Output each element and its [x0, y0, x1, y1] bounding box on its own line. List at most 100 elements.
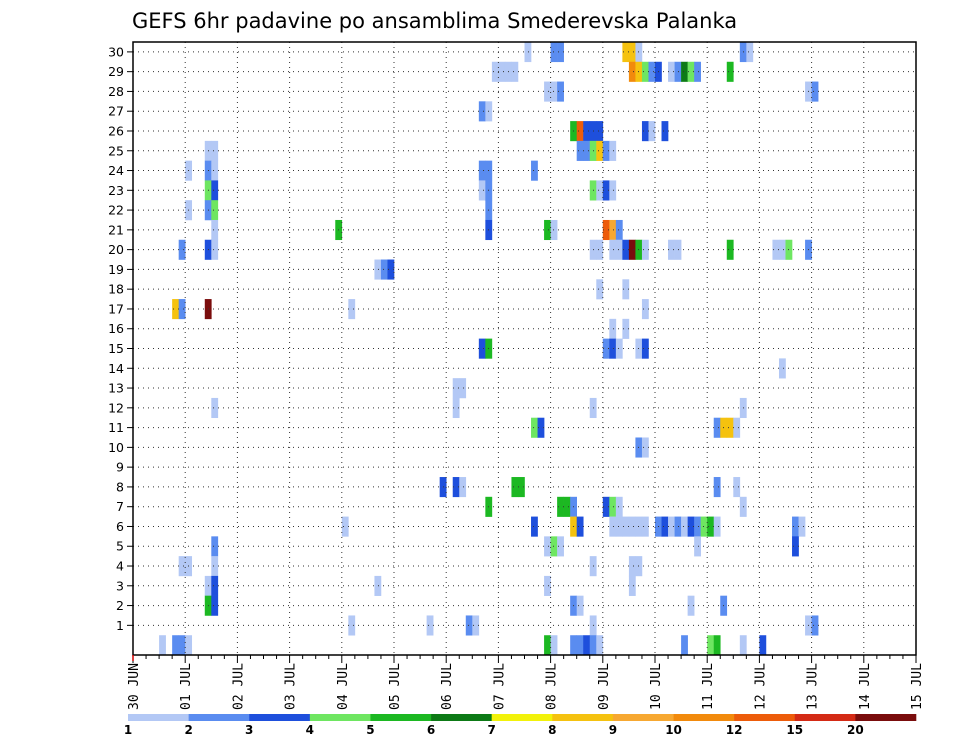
precip-cell	[602, 180, 610, 201]
precip-cell	[478, 160, 486, 181]
colorbar-label: 2	[184, 723, 192, 737]
precip-cell	[544, 536, 551, 557]
precip-cell	[641, 61, 649, 82]
precip-cell	[694, 61, 701, 82]
precip-cell	[628, 61, 636, 82]
grid-layer	[133, 42, 917, 655]
colorbar-label: 10	[665, 723, 682, 737]
x-tick-label: 11 JUL	[701, 663, 716, 710]
y-tick-label: 14	[108, 361, 124, 376]
precip-cell	[602, 219, 610, 241]
precip-cell	[596, 279, 604, 300]
precip-cell	[622, 279, 630, 300]
precip-cell	[159, 635, 166, 656]
precip-cell	[641, 437, 649, 458]
precip-cell	[628, 516, 636, 537]
precip-cell	[583, 635, 591, 656]
precip-cell	[707, 516, 715, 537]
y-tick-label: 29	[108, 64, 124, 79]
precip-cell	[576, 140, 584, 161]
precip-cell	[707, 635, 715, 656]
precip-cell	[576, 121, 584, 142]
precip-cell	[380, 259, 388, 280]
precip-cell	[668, 61, 675, 82]
precip-cell	[726, 61, 734, 82]
precip-cell	[596, 635, 604, 656]
precip-cell	[622, 42, 630, 63]
precip-cell	[452, 477, 460, 498]
precip-cell	[733, 477, 741, 498]
precip-cell	[700, 516, 708, 537]
precip-cell	[687, 595, 695, 616]
precip-cell	[622, 239, 630, 260]
y-tick-label: 3	[116, 578, 124, 593]
colorbar-label: 3	[245, 723, 253, 737]
y-tick-label: 7	[116, 499, 124, 514]
colorbar-swatch	[431, 714, 492, 721]
precip-cell	[550, 81, 558, 102]
colorbar-swatch	[734, 714, 796, 721]
colorbar-label: 8	[548, 723, 556, 737]
y-tick-label: 30	[108, 44, 124, 59]
precip-cell	[792, 516, 799, 537]
precip-cell	[478, 180, 486, 201]
x-tick-label: 05 JUL	[388, 663, 403, 710]
y-tick-label: 20	[108, 242, 124, 257]
colorbar: 1 2 3 4 5 6 7 8 9 10 12 15 20	[124, 714, 917, 737]
y-tick-label: 19	[108, 262, 124, 277]
y-tick-label: 2	[116, 598, 124, 613]
x-tick-label: 09 JUL	[597, 663, 612, 710]
x-tick-label: 13 JUL	[806, 663, 821, 710]
y-tick-label: 11	[108, 420, 124, 435]
x-tick-label: 03 JUL	[284, 663, 299, 710]
precip-cell	[726, 239, 734, 260]
precip-cell	[609, 239, 617, 260]
precip-cell	[478, 338, 486, 359]
precip-cell	[544, 81, 551, 102]
precip-cell	[641, 239, 649, 260]
precip-cell	[713, 417, 721, 438]
precip-cell	[628, 556, 636, 577]
precip-cell	[746, 42, 754, 63]
precip-cell	[668, 239, 675, 260]
precip-cell	[615, 516, 623, 537]
y-tick-label: 21	[108, 222, 124, 237]
precip-cell	[602, 338, 610, 359]
x-axis: 30 JUN 01 JUL 02 JUL 03 JUL 04 JUL 05 JUL 06 J…	[127, 655, 925, 710]
y-tick-label: 5	[116, 539, 124, 554]
precip-cell	[211, 160, 219, 181]
precip-cell	[531, 160, 538, 181]
colorbar-swatch	[552, 714, 614, 721]
precip-cell	[557, 536, 564, 557]
precip-cell	[596, 140, 604, 161]
precip-cell	[374, 259, 382, 280]
x-tick-label: 06 JUL	[440, 663, 455, 710]
precip-cell	[641, 516, 649, 537]
precip-cell	[478, 101, 486, 122]
y-tick-label: 25	[108, 143, 124, 158]
precip-cell	[459, 378, 467, 399]
precip-cell	[550, 635, 558, 656]
precip-cell	[589, 635, 597, 656]
precip-cell	[172, 635, 179, 656]
precip-cell	[341, 516, 349, 537]
precip-cell	[609, 140, 617, 161]
precip-cell	[681, 61, 688, 82]
precip-cell	[387, 259, 395, 280]
precip-cell	[609, 338, 617, 359]
colorbar-swatch	[673, 714, 735, 721]
precip-cell	[550, 536, 558, 557]
precip-cell	[452, 397, 460, 419]
precip-cell	[596, 239, 604, 260]
x-tick-label: 04 JUL	[336, 663, 351, 710]
precip-cell	[531, 417, 538, 438]
precip-cell	[550, 219, 558, 241]
precip-cell	[811, 81, 819, 102]
precip-cell	[498, 61, 506, 82]
x-tick-label: 15 JUL	[910, 663, 925, 710]
precip-cell	[798, 516, 806, 537]
precip-cell	[622, 318, 630, 339]
precip-cell	[491, 61, 499, 82]
precip-cell	[596, 121, 604, 142]
